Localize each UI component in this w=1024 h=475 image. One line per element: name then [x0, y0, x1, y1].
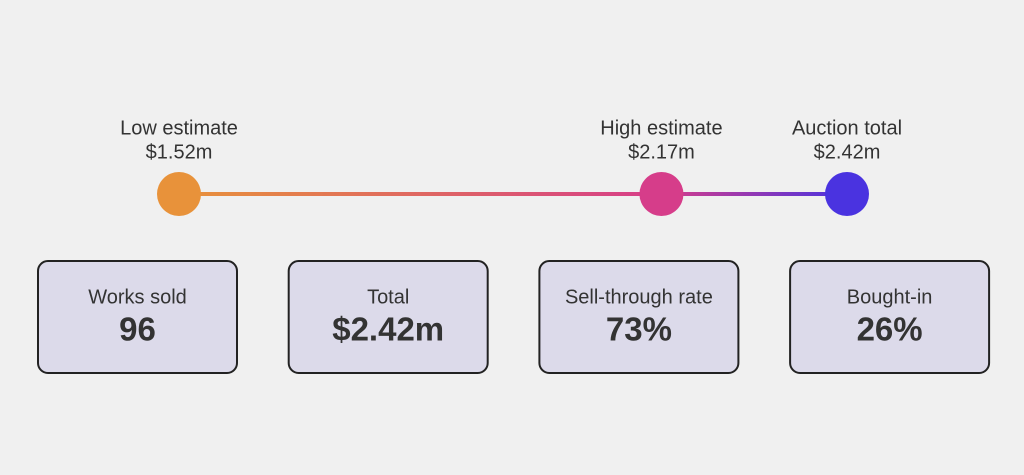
card-label: Bought-in — [847, 286, 933, 308]
marker-label: High estimate — [600, 117, 722, 139]
card-label: Sell-through rate — [565, 286, 713, 308]
stat-card — [287, 260, 489, 374]
marker-dot — [157, 172, 201, 216]
marker-label: Auction total — [792, 117, 902, 139]
card-value: 96 — [119, 311, 156, 348]
card-label: Total — [367, 286, 409, 308]
card-value: 26% — [857, 311, 923, 348]
stat-card — [789, 260, 991, 374]
marker-value: $2.42m — [814, 141, 881, 163]
stat-card — [538, 260, 740, 374]
marker-value: $1.52m — [146, 141, 213, 163]
card-label: Works sold — [88, 286, 187, 308]
stat-card — [37, 260, 238, 374]
card-value: $2.42m — [332, 311, 444, 348]
card-value: 73% — [606, 311, 672, 348]
marker-dot — [639, 172, 684, 216]
marker-dot — [825, 172, 869, 216]
marker-value: $2.17m — [628, 141, 695, 163]
marker-label: Low estimate — [120, 117, 238, 139]
